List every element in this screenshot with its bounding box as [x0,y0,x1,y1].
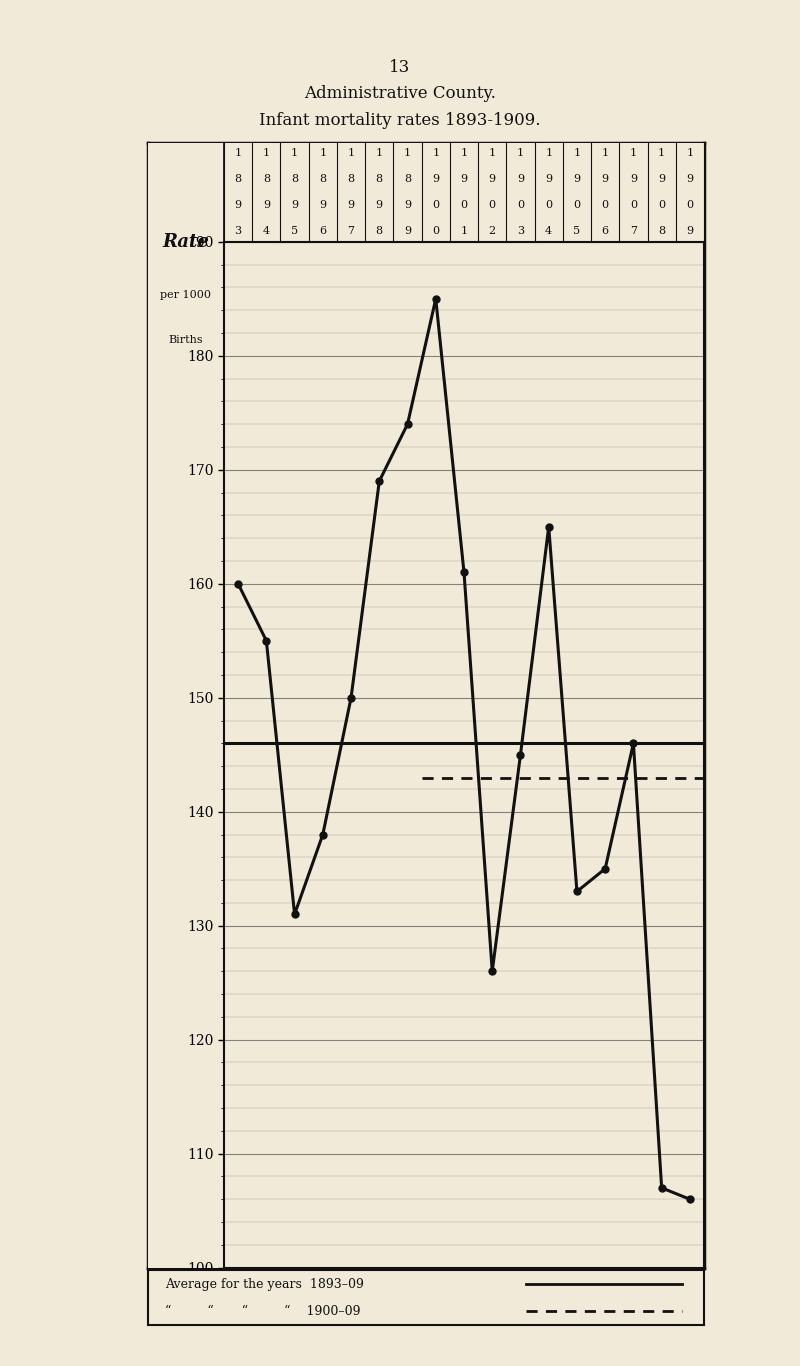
Text: 0: 0 [517,199,524,210]
Point [486,960,498,982]
Text: 8: 8 [262,173,270,184]
Text: 13: 13 [390,59,410,75]
Text: 0: 0 [574,199,581,210]
Text: 5: 5 [291,225,298,236]
Text: 4: 4 [545,225,552,236]
Text: 9: 9 [602,173,609,184]
Text: 1: 1 [686,149,694,158]
Text: 8: 8 [376,173,383,184]
Text: 0: 0 [461,199,467,210]
Text: 8: 8 [658,225,666,236]
Text: 0: 0 [545,199,552,210]
Text: 6: 6 [602,225,609,236]
Text: 9: 9 [234,199,242,210]
Text: 7: 7 [630,225,637,236]
Text: 0: 0 [630,199,637,210]
Text: 1: 1 [461,149,467,158]
Text: 1: 1 [291,149,298,158]
Text: 0: 0 [686,199,694,210]
Text: 9: 9 [686,225,694,236]
Text: 9: 9 [517,173,524,184]
Text: 8: 8 [319,173,326,184]
Text: 3: 3 [517,225,524,236]
Text: 9: 9 [291,199,298,210]
Text: 9: 9 [376,199,383,210]
Text: 1: 1 [432,149,439,158]
Text: 9: 9 [404,225,411,236]
Point [345,687,358,709]
Text: 9: 9 [686,173,694,184]
Text: Births: Births [169,335,203,344]
Text: 1: 1 [376,149,383,158]
Text: 9: 9 [319,199,326,210]
Text: 8: 8 [404,173,411,184]
Text: 9: 9 [545,173,552,184]
Text: 5: 5 [574,225,581,236]
Point [288,903,301,925]
Text: per 1000: per 1000 [161,290,211,299]
Point [458,561,470,583]
Point [683,1188,696,1210]
Text: 9: 9 [432,173,439,184]
Point [317,824,330,846]
Text: 1: 1 [658,149,666,158]
Text: 2: 2 [489,225,496,236]
Point [570,881,583,903]
Point [655,1177,668,1199]
Text: 9: 9 [404,199,411,210]
Text: 0: 0 [602,199,609,210]
Text: 9: 9 [658,173,666,184]
Text: 1: 1 [404,149,411,158]
Point [232,572,245,594]
Text: 9: 9 [461,173,467,184]
Text: Average for the years  1893–09: Average for the years 1893–09 [165,1277,363,1291]
Text: 0: 0 [489,199,496,210]
Text: 1: 1 [319,149,326,158]
Point [401,414,414,436]
Text: 9: 9 [347,199,354,210]
Text: 9: 9 [574,173,581,184]
Text: 0: 0 [432,199,439,210]
Text: 0: 0 [658,199,666,210]
Point [598,858,611,880]
Text: 3: 3 [234,225,242,236]
Text: 8: 8 [376,225,383,236]
Text: Administrative County.: Administrative County. [304,85,496,101]
Text: 1: 1 [347,149,354,158]
Text: 1: 1 [574,149,581,158]
Text: 8: 8 [291,173,298,184]
Point [542,516,555,538]
Point [373,470,386,492]
Point [430,288,442,310]
Text: 1: 1 [630,149,637,158]
Text: “         “       “         “    1900–09: “ “ “ “ 1900–09 [165,1305,360,1318]
Text: 1: 1 [461,225,467,236]
Text: 7: 7 [347,225,354,236]
Text: Infant mortality rates 1893-1909.: Infant mortality rates 1893-1909. [259,112,541,128]
Text: 8: 8 [234,173,242,184]
Text: Rate: Rate [162,234,210,251]
Text: 1: 1 [262,149,270,158]
Text: 1: 1 [234,149,242,158]
Point [260,630,273,652]
Text: 1: 1 [545,149,552,158]
Point [627,732,640,754]
Text: 9: 9 [262,199,270,210]
Text: 8: 8 [347,173,354,184]
Text: 9: 9 [630,173,637,184]
Text: 6: 6 [319,225,326,236]
Text: 4: 4 [262,225,270,236]
Text: 9: 9 [489,173,496,184]
Text: 1: 1 [489,149,496,158]
Point [514,743,527,765]
Text: 1: 1 [602,149,609,158]
Text: 1: 1 [517,149,524,158]
Text: 0: 0 [432,225,439,236]
